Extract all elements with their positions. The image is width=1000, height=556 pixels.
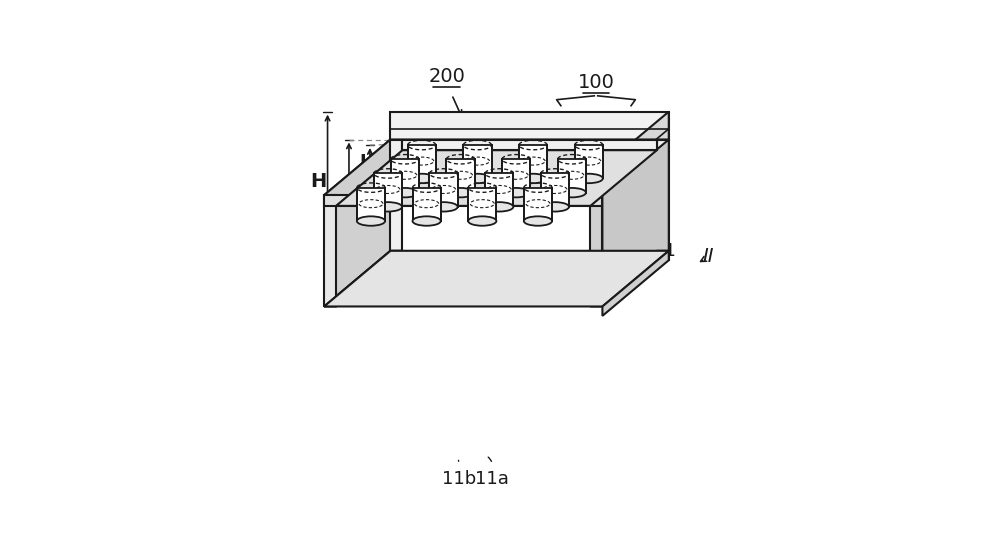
Polygon shape: [413, 187, 441, 221]
Polygon shape: [324, 140, 669, 195]
Ellipse shape: [391, 188, 419, 197]
Ellipse shape: [463, 173, 492, 183]
Ellipse shape: [357, 216, 385, 226]
Polygon shape: [602, 251, 669, 316]
Text: 22: 22: [484, 173, 507, 192]
Text: II: II: [375, 249, 386, 268]
Polygon shape: [390, 140, 402, 251]
Ellipse shape: [524, 216, 552, 226]
Polygon shape: [324, 140, 390, 306]
Polygon shape: [519, 145, 547, 178]
Polygon shape: [485, 173, 513, 207]
Polygon shape: [468, 187, 496, 221]
Polygon shape: [402, 140, 657, 150]
Polygon shape: [390, 112, 669, 140]
Text: 31: 31: [440, 178, 463, 196]
Polygon shape: [324, 195, 602, 206]
Ellipse shape: [429, 202, 458, 211]
Polygon shape: [324, 251, 669, 306]
Text: H2: H2: [339, 186, 366, 204]
Polygon shape: [336, 150, 657, 206]
Polygon shape: [390, 251, 669, 260]
Ellipse shape: [541, 202, 569, 211]
Ellipse shape: [519, 173, 547, 183]
Ellipse shape: [374, 202, 402, 211]
Polygon shape: [575, 145, 603, 178]
Polygon shape: [590, 251, 669, 306]
Ellipse shape: [575, 173, 603, 183]
Ellipse shape: [413, 216, 441, 226]
Polygon shape: [336, 150, 657, 206]
Ellipse shape: [558, 188, 586, 197]
Polygon shape: [357, 187, 385, 221]
Ellipse shape: [485, 202, 513, 211]
Text: 200: 200: [428, 67, 465, 86]
Text: 51: 51: [654, 242, 677, 260]
Polygon shape: [446, 159, 475, 192]
Text: 100: 100: [578, 73, 614, 92]
Text: 23: 23: [514, 172, 537, 190]
Text: 11a: 11a: [475, 470, 509, 488]
Polygon shape: [541, 173, 569, 207]
Polygon shape: [374, 173, 402, 207]
Polygon shape: [590, 195, 602, 306]
Text: H1: H1: [360, 153, 387, 171]
Polygon shape: [657, 140, 669, 251]
Polygon shape: [602, 140, 669, 306]
Ellipse shape: [446, 188, 475, 197]
Polygon shape: [463, 145, 492, 178]
Polygon shape: [558, 159, 586, 192]
Ellipse shape: [468, 216, 496, 226]
Polygon shape: [602, 112, 669, 195]
Text: H: H: [310, 172, 326, 191]
Polygon shape: [391, 159, 419, 192]
Polygon shape: [429, 173, 458, 207]
Polygon shape: [324, 251, 402, 306]
Polygon shape: [324, 195, 336, 306]
Ellipse shape: [502, 188, 530, 197]
Ellipse shape: [408, 173, 436, 183]
Text: 21: 21: [559, 112, 582, 130]
Text: 11b: 11b: [442, 470, 476, 488]
Polygon shape: [408, 145, 436, 178]
Text: 31: 31: [595, 112, 618, 130]
Polygon shape: [502, 159, 530, 192]
Text: II: II: [702, 247, 714, 266]
Text: 11: 11: [577, 112, 600, 130]
Polygon shape: [524, 187, 552, 221]
